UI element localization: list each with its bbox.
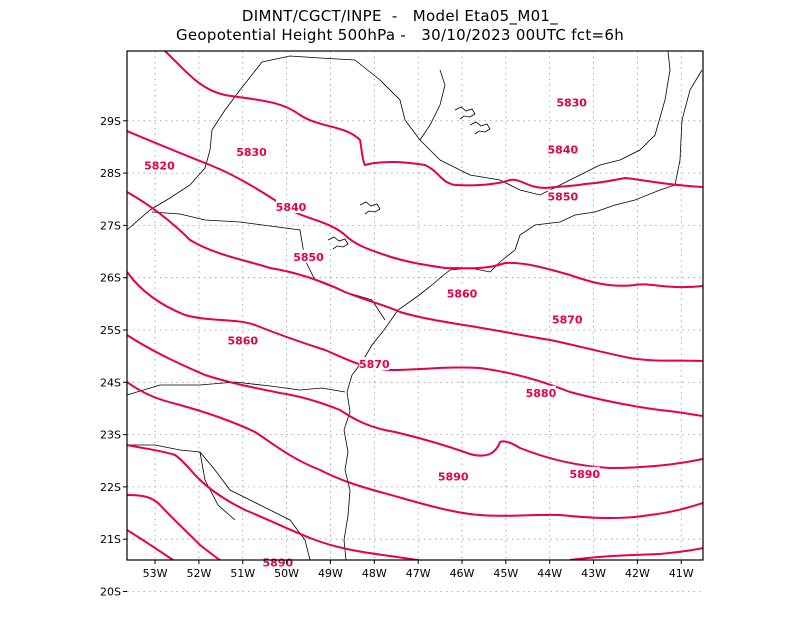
- boundary-line: [199, 451, 236, 521]
- boundary-line: [127, 381, 346, 396]
- contour-label-bg: [144, 158, 175, 172]
- lat-tick-label: 21S: [100, 533, 121, 546]
- boundary-line: [127, 55, 356, 231]
- contour-label-bg: [275, 200, 306, 214]
- contour-line: [127, 130, 703, 289]
- contour-label: 5850: [293, 251, 324, 264]
- lat-tick-label: 23S: [100, 429, 121, 442]
- contour-line: [127, 494, 222, 560]
- contour-line: [164, 51, 703, 190]
- contour-line: [127, 271, 703, 417]
- lon-tick-label: 49W: [318, 567, 343, 580]
- boundary-line: [127, 444, 311, 560]
- coastline-and-borders: [127, 51, 703, 560]
- contour-label-bg: [556, 95, 587, 109]
- contour-label-bg: [552, 312, 583, 326]
- lake-outline: [359, 201, 381, 215]
- lake-outline: [454, 106, 476, 120]
- lake-outline: [469, 121, 491, 135]
- lat-tick-label: 28S: [100, 167, 121, 180]
- contour-label-bg: [359, 356, 390, 370]
- lon-tick-label: 47W: [406, 567, 431, 580]
- boundary-line: [354, 51, 671, 196]
- lon-tick-label: 46W: [450, 567, 475, 580]
- contour-label: 5850: [548, 191, 579, 204]
- chart-title-line-2: Geopotential Height 500hPa - 30/10/2023 …: [175, 26, 625, 44]
- boundary-line: [151, 211, 386, 321]
- lon-tick-label: 44W: [537, 567, 562, 580]
- contour-label: 5870: [359, 358, 390, 371]
- contour-label: 5830: [236, 146, 267, 159]
- lon-tick-label: 48W: [362, 567, 387, 580]
- contour-label-bg: [547, 142, 578, 156]
- lat-lon-grid: [127, 51, 703, 592]
- contour-line: [127, 529, 175, 560]
- lat-tick-label: 22S: [100, 481, 121, 494]
- contour-label: 5840: [276, 201, 307, 214]
- latitude-tick-labels: 20S 21S 22S 23S 24S 25S 26S 27S 28S 29S: [100, 115, 127, 599]
- lon-tick-label: 50W: [274, 567, 299, 580]
- lat-tick-label: 27S: [100, 219, 121, 232]
- lat-tick-label: 20S: [100, 586, 121, 599]
- chart-title-line-1: DIMNT/CGCT/INPE - Model Eta05_M01_: [241, 7, 559, 25]
- contour-label-bg: [438, 469, 469, 483]
- contour-label: 5840: [548, 144, 579, 157]
- contour-label-bg: [569, 466, 600, 480]
- contour-line: [127, 334, 703, 470]
- lon-tick-label: 53W: [143, 567, 168, 580]
- contour-label-bg: [227, 333, 258, 347]
- lon-tick-label: 52W: [186, 567, 211, 580]
- boundary-line: [343, 69, 703, 560]
- contour-label: 5890: [438, 470, 469, 483]
- geopotential-contours: [127, 51, 703, 560]
- map-frame: [126, 50, 704, 561]
- lon-tick-label: 41W: [669, 567, 694, 580]
- contour-line: [569, 547, 703, 560]
- lat-tick-label: 26S: [100, 272, 121, 285]
- contour-label: 5890: [569, 468, 600, 481]
- lon-tick-label: 43W: [581, 567, 606, 580]
- contour-label-bg: [293, 249, 324, 263]
- contour-line: [127, 444, 423, 560]
- lat-tick-label: 25S: [100, 324, 121, 337]
- contour-label-bg: [447, 286, 477, 300]
- lon-tick-label: 42W: [625, 567, 650, 580]
- contour-label: 5880: [526, 387, 557, 400]
- contour-label-bg: [236, 145, 267, 159]
- lon-tick-label: 51W: [230, 567, 255, 580]
- contour-line: [127, 381, 703, 520]
- boundary-line: [419, 69, 446, 141]
- contour-label-bg: [547, 189, 578, 203]
- contour-label: 5860: [447, 287, 478, 300]
- lon-tick-label: 45W: [493, 567, 518, 580]
- contour-label-bg: [262, 555, 293, 569]
- lat-tick-label: 29S: [100, 115, 121, 128]
- contour-label: 5830: [556, 96, 587, 109]
- longitude-tick-labels: 53W 52W 51W 50W 49W 48W 47W 46W 45W 44W 43W 42W 41W: [143, 560, 694, 580]
- contour-label: 5820: [144, 159, 175, 172]
- contour-label: 5860: [227, 334, 258, 347]
- lake-outline: [327, 236, 349, 250]
- lat-tick-label: 24S: [100, 376, 121, 389]
- contour-label-bg: [525, 385, 556, 399]
- contour-label: 5870: [552, 314, 583, 327]
- contour-line: [127, 191, 703, 362]
